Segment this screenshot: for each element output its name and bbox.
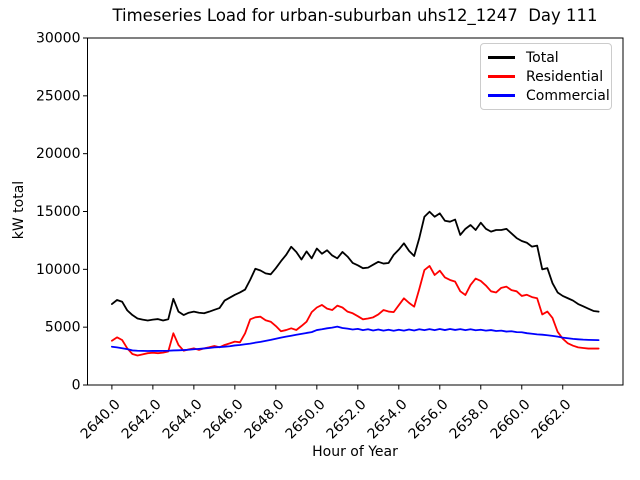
chart-title: Timeseries Load for urban-suburban uhs12… [112,6,598,25]
y-tick-label: 5000 [45,320,81,336]
y-tick-label: 20000 [36,146,81,162]
y-tick-label: 15000 [36,204,81,220]
legend-label-total: Total [526,49,559,66]
x-tick-label: 2648.0 [242,397,288,443]
x-axis-label: Hour of Year [312,444,398,460]
x-tick-label: 2650.0 [283,397,329,443]
legend-label-residential: Residential [526,68,604,85]
y-tick-label: 25000 [36,88,81,104]
x-tick-label: 2660.0 [488,397,534,443]
legend-item-commercial: Commercial [481,86,611,105]
legend-label-commercial: Commercial [526,87,610,104]
x-tick-label: 2652.0 [324,397,370,443]
y-tick-label: 0 [72,378,81,394]
y-tick-label: 30000 [36,31,81,47]
legend-swatch-commercial [488,94,515,97]
legend-item-total: Total [481,48,611,67]
series-line-commercial [110,325,600,352]
x-tick-label: 2646.0 [201,397,247,443]
legend-swatch-residential [488,75,515,78]
legend-box: Total Residential Commercial [480,43,612,110]
legend-swatch-total [488,56,515,59]
series-line-total [110,210,600,322]
x-tick-label: 2656.0 [406,397,452,443]
x-tick-label: 2654.0 [365,397,411,443]
x-tick-label: 2642.0 [119,397,165,443]
y-tick-label: 10000 [36,262,81,278]
x-tick-label: 2644.0 [160,397,206,443]
x-tick-label: 2658.0 [447,397,493,443]
y-axis-label: kW total [11,180,27,240]
x-tick-label: 2640.0 [78,397,124,443]
legend-item-residential: Residential [481,67,611,86]
series-line-residential [110,265,600,357]
x-tick-label: 2662.0 [529,397,575,443]
